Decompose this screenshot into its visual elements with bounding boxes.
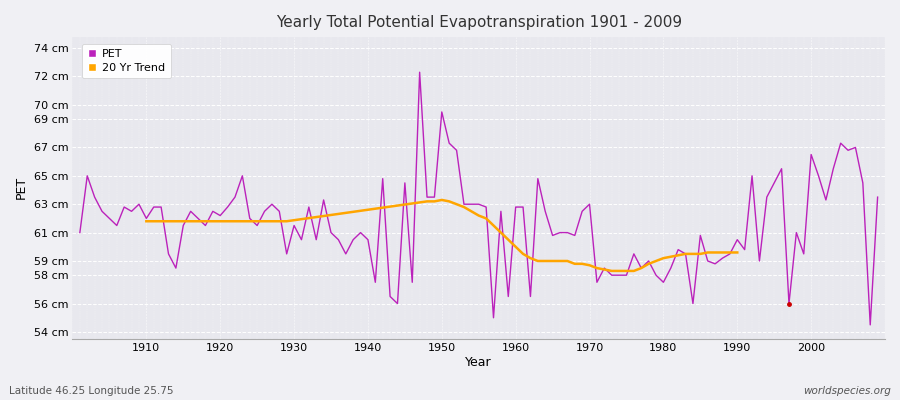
Text: worldspecies.org: worldspecies.org: [803, 386, 891, 396]
Text: Latitude 46.25 Longitude 25.75: Latitude 46.25 Longitude 25.75: [9, 386, 174, 396]
Legend: PET, 20 Yr Trend: PET, 20 Yr Trend: [82, 44, 171, 78]
X-axis label: Year: Year: [465, 356, 492, 369]
Title: Yearly Total Potential Evapotranspiration 1901 - 2009: Yearly Total Potential Evapotranspiratio…: [275, 15, 682, 30]
Y-axis label: PET: PET: [15, 176, 28, 200]
